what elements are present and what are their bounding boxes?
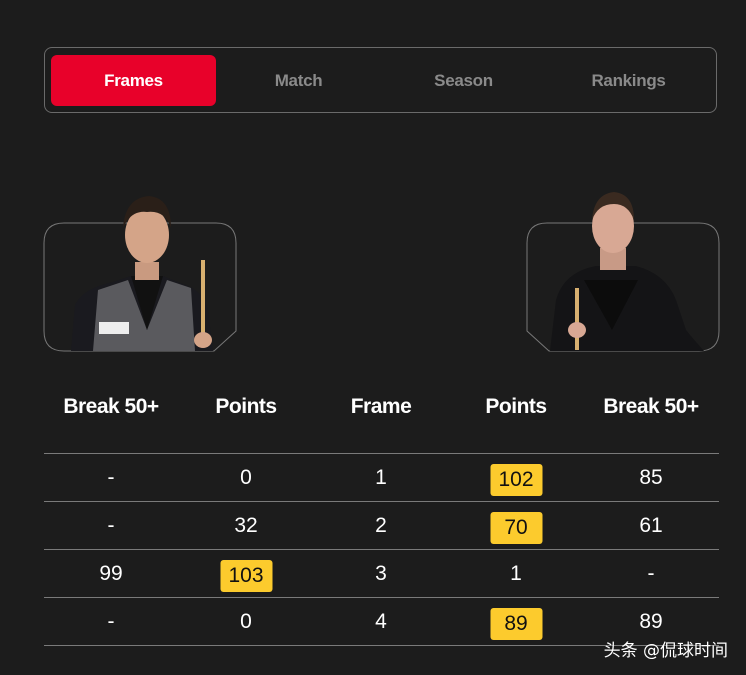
cell-left-break: - xyxy=(44,464,179,492)
cell-value: - xyxy=(647,562,655,585)
table-bottom-divider xyxy=(44,645,719,646)
winner-points-badge: 103 xyxy=(220,560,272,592)
header-left-break: Break 50+ xyxy=(63,395,159,418)
player-right-photo xyxy=(526,192,720,352)
cell-value: 1 xyxy=(510,562,522,585)
header-left-points: Points xyxy=(215,395,277,418)
cell-left-break: - xyxy=(44,512,179,540)
cell-frame: 4 xyxy=(314,608,449,636)
player-left-photo xyxy=(43,196,237,352)
cell-right-break: 61 xyxy=(584,512,719,540)
player-right-card xyxy=(526,180,720,355)
cell-right-points: 1 xyxy=(449,560,584,588)
tab-match[interactable]: Match xyxy=(274,70,323,90)
cell-frame: 1 xyxy=(314,464,449,492)
cell-right-break: 89 xyxy=(584,608,719,636)
cell-value: - xyxy=(107,466,115,489)
tab-season[interactable]: Season xyxy=(434,70,493,90)
cell-right-points: 102 xyxy=(449,464,584,496)
stats-tab-bar: Frames Match Season Rankings xyxy=(44,47,717,113)
cell-right-points: 89 xyxy=(449,608,584,640)
table-header-row: Break 50+ Points Frame Points Break 50+ xyxy=(44,395,719,425)
cell-left-points: 32 xyxy=(179,512,314,540)
cell-left-points: 103 xyxy=(179,560,314,592)
table-row: - 0 4 89 89 xyxy=(44,597,719,646)
cell-frame: 3 xyxy=(314,560,449,588)
cell-value: - xyxy=(107,514,115,537)
cell-value: 89 xyxy=(639,610,663,633)
cell-frame: 2 xyxy=(314,512,449,540)
cell-left-points: 0 xyxy=(179,464,314,492)
cell-value: 61 xyxy=(639,514,663,537)
cell-value: 32 xyxy=(234,514,258,537)
cell-right-break: 85 xyxy=(584,464,719,492)
player-left-card xyxy=(43,180,237,355)
cell-value: 1 xyxy=(375,466,387,489)
cell-value: 4 xyxy=(375,610,387,633)
cell-left-break: 99 xyxy=(44,560,179,588)
watermark: 头条 @侃球时间 xyxy=(603,641,728,661)
cell-value: 0 xyxy=(240,466,252,489)
cell-right-points: 70 xyxy=(449,512,584,544)
table-row: - 0 1 102 85 xyxy=(44,453,719,502)
cell-left-break: - xyxy=(44,608,179,636)
table-row: 99 103 3 1 - xyxy=(44,549,719,598)
tab-rankings[interactable]: Rankings xyxy=(591,70,666,90)
header-right-break: Break 50+ xyxy=(603,395,699,418)
cell-value: 2 xyxy=(375,514,387,537)
cell-left-points: 0 xyxy=(179,608,314,636)
cell-value: 0 xyxy=(240,610,252,633)
tab-frames[interactable]: Frames xyxy=(51,55,216,106)
cell-value: 3 xyxy=(375,562,387,585)
cell-value: 85 xyxy=(639,466,663,489)
cell-right-break: - xyxy=(584,560,719,588)
table-row: - 32 2 70 61 xyxy=(44,501,719,550)
header-frame: Frame xyxy=(350,395,412,418)
cell-value: - xyxy=(107,610,115,633)
header-right-points: Points xyxy=(485,395,547,418)
winner-points-badge: 89 xyxy=(490,608,542,640)
winner-points-badge: 102 xyxy=(490,464,542,496)
winner-points-badge: 70 xyxy=(490,512,542,544)
cell-value: 99 xyxy=(99,562,123,585)
